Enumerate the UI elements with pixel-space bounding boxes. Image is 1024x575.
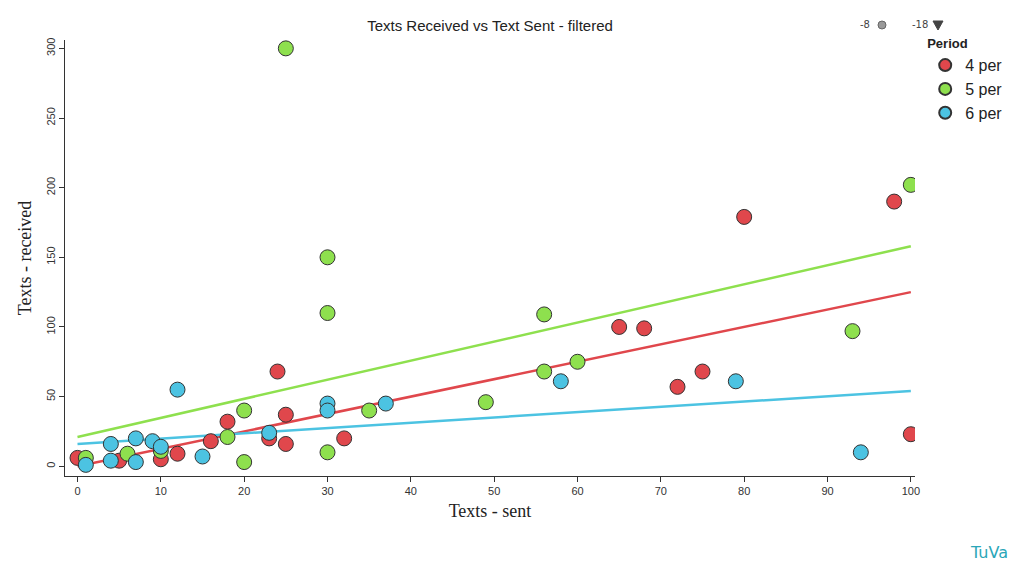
svg-text:6 per: 6 per [965, 105, 1002, 122]
svg-text:Texts - received: Texts - received [15, 201, 35, 316]
svg-text:-18: -18 [912, 19, 928, 30]
svg-text:Period: Period [927, 36, 968, 51]
svg-text:80: 80 [738, 485, 750, 497]
svg-text:30: 30 [321, 485, 333, 497]
svg-text:Texts Received vs Text Sent -: Texts Received vs Text Sent - filtered [367, 17, 613, 34]
svg-text:-8: -8 [860, 19, 870, 30]
svg-text:Texts - sent: Texts - sent [449, 501, 532, 521]
svg-text:200: 200 [45, 177, 57, 195]
svg-text:90: 90 [821, 485, 833, 497]
svg-text:40: 40 [405, 485, 417, 497]
svg-text:100: 100 [902, 485, 920, 497]
svg-text:4 per: 4 per [965, 57, 1002, 74]
svg-text:150: 150 [45, 246, 57, 264]
svg-text:20: 20 [238, 485, 250, 497]
svg-text:5 per: 5 per [965, 81, 1002, 98]
svg-text:50: 50 [488, 485, 500, 497]
svg-text:70: 70 [655, 485, 667, 497]
svg-text:60: 60 [571, 485, 583, 497]
svg-text:300: 300 [45, 38, 57, 56]
svg-text:250: 250 [45, 107, 57, 125]
svg-text:10: 10 [155, 485, 167, 497]
svg-text:0: 0 [45, 462, 57, 468]
svg-text:0: 0 [74, 485, 80, 497]
svg-text:50: 50 [45, 389, 57, 401]
svg-text:TuVa: TuVa [970, 543, 1008, 562]
svg-text:100: 100 [45, 316, 57, 334]
